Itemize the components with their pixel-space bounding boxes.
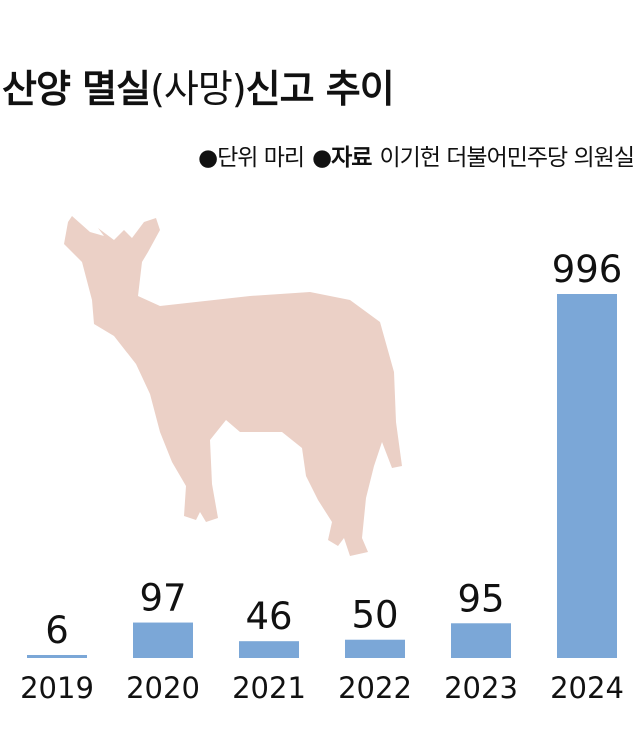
title-part-a: 산양 멸실 xyxy=(2,67,151,111)
goat-silhouette xyxy=(64,216,402,556)
unit-bullet: ● xyxy=(198,145,218,171)
source-bullet: ● xyxy=(312,145,332,171)
source-text: 이기헌 더불어민주당 의원실 xyxy=(379,145,635,171)
chart-title: 산양 멸실(사망)신고 추이 xyxy=(2,58,395,113)
x-tick-label-2022: 2022 xyxy=(338,671,412,705)
title-part-c: 신고 추이 xyxy=(245,67,395,111)
value-label-2022: 50 xyxy=(351,594,398,637)
unit-source-line: ●단위 마리 ●자료 이기헌 더불어민주당 의원실 xyxy=(198,138,635,172)
x-tick-label-2020: 2020 xyxy=(126,671,200,705)
x-tick-labels-group: 2019 2020 2021 2022 2023 2024 xyxy=(20,671,624,705)
value-label-2019: 6 xyxy=(45,609,69,652)
unit-text: 단위 마리 xyxy=(217,145,305,171)
value-label-2020: 97 xyxy=(139,577,186,620)
x-tick-label-2024: 2024 xyxy=(550,671,624,705)
source-label: 자료 xyxy=(331,145,372,171)
value-label-2023: 95 xyxy=(457,577,504,620)
bars-group xyxy=(27,294,617,658)
bar-2022 xyxy=(345,639,405,658)
goat-illustration xyxy=(64,216,402,556)
bar-2021 xyxy=(239,641,299,658)
bar-2024 xyxy=(557,294,617,658)
bar-2020 xyxy=(133,622,193,658)
bar-2023 xyxy=(451,623,511,658)
x-tick-label-2021: 2021 xyxy=(232,671,306,705)
bar-2019 xyxy=(27,655,87,658)
x-tick-label-2023: 2023 xyxy=(444,671,518,705)
value-label-2024: 996 xyxy=(552,248,623,291)
title-part-b: (사망) xyxy=(150,67,247,111)
value-labels-group: 6 97 46 50 95 996 xyxy=(45,248,622,652)
x-tick-label-2019: 2019 xyxy=(20,671,94,705)
value-label-2021: 46 xyxy=(245,595,292,638)
